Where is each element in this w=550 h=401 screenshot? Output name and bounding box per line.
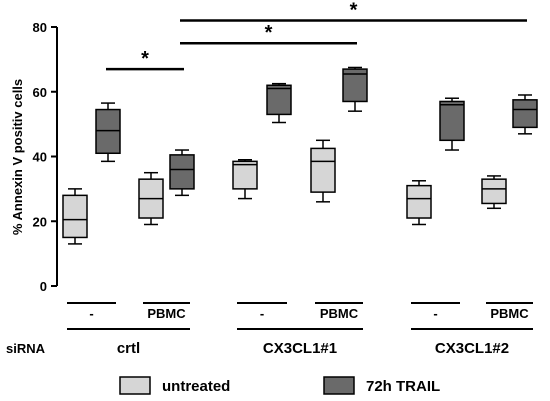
untreated-box-5: [481, 175, 507, 210]
iqr-box: [169, 154, 195, 190]
iqr-box: [406, 184, 432, 219]
legend-label: untreated: [162, 378, 230, 395]
legend-label: 72h TRAIL: [366, 378, 440, 395]
untreated-box-0: [62, 188, 88, 245]
trail-box-5: [512, 94, 538, 135]
significance-brackets: * * *: [106, 0, 527, 71]
group-label: CX3CL1#1: [263, 340, 337, 357]
condition-label: -: [89, 306, 93, 321]
y-axis-label: % Annexin V positiv cells: [10, 79, 25, 235]
condition-label: PBMC: [147, 306, 186, 321]
y-tick-label: 20: [33, 214, 47, 229]
y-tick-label: 0: [40, 279, 47, 294]
untreated-box-2: [232, 158, 258, 200]
iqr-box: [232, 160, 258, 190]
y-tick-label: 60: [33, 85, 47, 100]
trail-box-4: [439, 97, 465, 151]
y-tick-label: 40: [33, 150, 47, 165]
condition-label: -: [433, 306, 437, 321]
iqr-box: [95, 108, 121, 155]
untreated-box-3: [310, 139, 336, 203]
group-label: CX3CL1#2: [435, 340, 509, 357]
significance-star: *: [350, 0, 358, 22]
significance-star: *: [141, 48, 149, 70]
trail-box-2: [266, 82, 292, 124]
iqr-box: [481, 178, 507, 205]
condition-label: PBMC: [320, 306, 359, 321]
iqr-box: [512, 99, 538, 129]
y-ticks: 0 20 40 60 80: [33, 20, 57, 294]
siRNA-row-label: siRNA: [6, 341, 46, 356]
iqr-box: [310, 147, 336, 193]
trail-box-1: [169, 149, 195, 197]
box-plots: [62, 66, 538, 245]
legend: untreated 72h TRAIL: [119, 376, 440, 395]
untreated-box-1: [138, 171, 164, 226]
condition-label: -: [260, 306, 264, 321]
legend-swatch: [323, 376, 355, 395]
y-tick-label: 80: [33, 20, 47, 35]
iqr-box: [266, 84, 292, 116]
trail-box-0: [95, 102, 121, 163]
x-category-labels: - PBMC crtl - PBMC CX3CL1#1 - PBMC CX3CL1#2: [67, 302, 533, 357]
iqr-box: [439, 100, 465, 142]
iqr-box: [62, 194, 88, 239]
condition-label: PBMC: [490, 306, 529, 321]
legend-swatch: [119, 376, 151, 395]
trail-box-3: [342, 66, 368, 112]
significance-star: *: [265, 22, 273, 44]
group-label: crtl: [117, 340, 140, 357]
untreated-box-4: [406, 180, 432, 226]
